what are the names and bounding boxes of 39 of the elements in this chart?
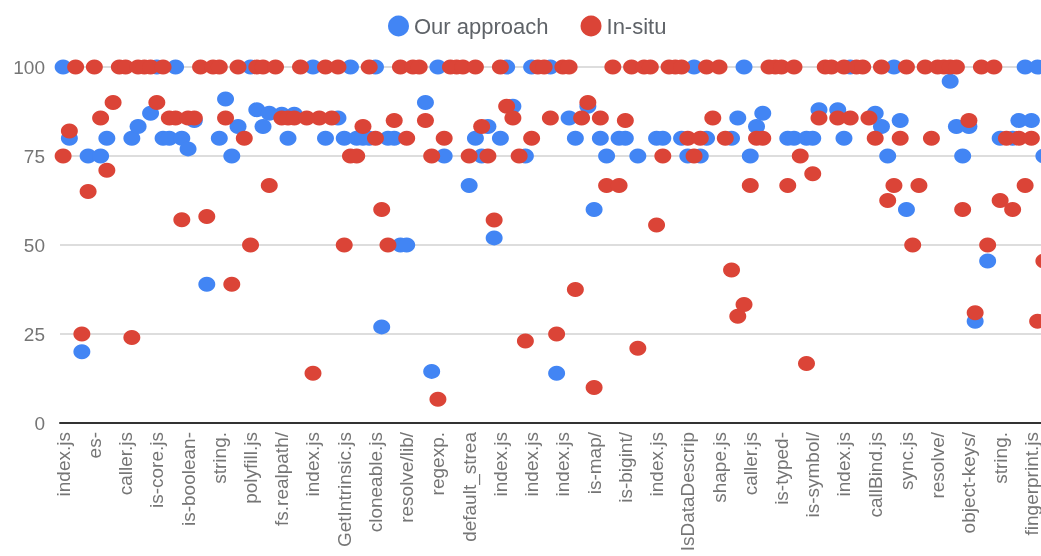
x-tick-label: caller.js: [115, 432, 137, 496]
x-tick-label: is-map/: [583, 431, 605, 495]
x-tick-label: fingerprint.js: [1020, 432, 1041, 536]
x-tick-label: is-symbol/: [802, 431, 824, 518]
legend-label: In-situ: [606, 13, 667, 39]
x-tick-label: regexp.: [427, 432, 449, 496]
x-tick-label: GetIntrinsic.js: [333, 432, 355, 548]
x-tick-label: index.js: [833, 432, 855, 497]
y-tick-label: 100: [13, 56, 45, 78]
x-tick-label: index.js: [552, 432, 574, 497]
x-tick-label: index.js: [302, 432, 324, 497]
x-tick-label: resolve/: [927, 431, 949, 499]
x-tick-label: index.js: [521, 432, 543, 497]
x-tick-label: index.js: [646, 432, 668, 497]
y-tick-label: 50: [23, 234, 45, 256]
x-tick-label: object-keys/: [958, 431, 980, 534]
x-tick-label: IsDataDescrip: [677, 432, 699, 552]
y-tick-label: 25: [23, 323, 45, 345]
x-tick-label: fs.realpath/: [271, 431, 293, 526]
x-tick-label: default_strea: [458, 431, 481, 542]
x-tick-label: is-bigint/: [614, 431, 636, 503]
x-tick-label: string.: [989, 432, 1011, 484]
x-tick-label: es-: [83, 432, 105, 459]
x-tick-label: shape.js: [708, 432, 730, 503]
x-tick-label: polyfill.js: [240, 432, 262, 504]
x-tick-label: cloneable.js: [364, 432, 386, 533]
x-tick-label: caller.js: [739, 432, 761, 496]
x-tick-label: is-boolean-: [177, 432, 199, 526]
x-tick-label: sync.js: [895, 432, 917, 491]
y-tick-label: 75: [23, 145, 45, 167]
y-tick-label: 0: [34, 412, 45, 434]
x-tick-label: index.js: [52, 432, 74, 497]
legend-label: Our approach: [414, 13, 549, 39]
x-tick-label: is-core.js: [146, 432, 168, 509]
x-tick-label: string.: [208, 432, 230, 484]
x-tick-label: callBind.js: [864, 432, 886, 518]
x-tick-label: index.js: [489, 432, 511, 497]
x-tick-label: is-typed-: [771, 432, 793, 505]
x-tick-label: resolve/lib/: [396, 431, 418, 523]
